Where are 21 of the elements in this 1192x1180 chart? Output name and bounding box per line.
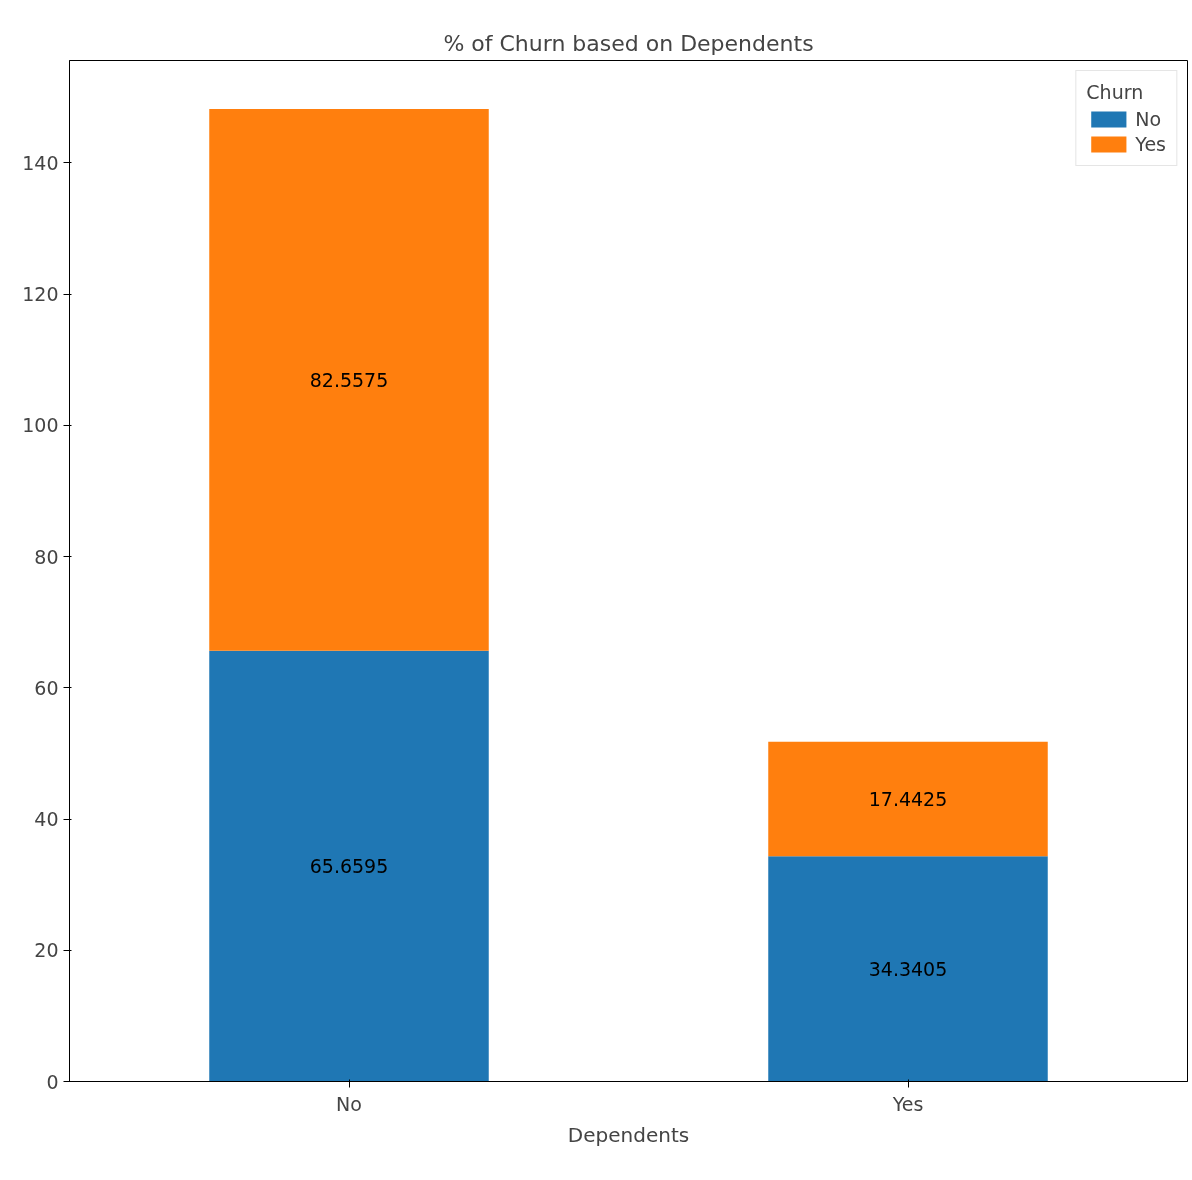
y-tick-label: 80: [34, 545, 59, 568]
x-axis-title: Dependents: [567, 1122, 690, 1147]
y-tick-label: 20: [34, 939, 59, 962]
data-label: 34.3405: [868, 957, 948, 980]
legend-title: Churn: [1086, 81, 1145, 103]
data-label: 65.6595: [309, 855, 389, 878]
legend-label: No: [1135, 108, 1162, 130]
legend-label: Yes: [1135, 133, 1166, 155]
y-tick-label: 60: [34, 676, 59, 699]
data-label: 82.5575: [309, 368, 389, 391]
y-tick-label: 140: [22, 151, 59, 174]
bar: [768, 856, 1048, 1082]
y-tick-label: 40: [34, 808, 59, 831]
data-label: 17.4425: [868, 787, 948, 810]
y-tick-label: 100: [22, 414, 59, 437]
bar: [209, 650, 489, 1082]
bar: [209, 108, 489, 651]
bar: [768, 741, 1048, 857]
y-tick-label: 0: [46, 1070, 59, 1093]
chart-title: % of Churn based on Dependents: [443, 30, 814, 56]
y-tick-label: 120: [22, 283, 59, 306]
